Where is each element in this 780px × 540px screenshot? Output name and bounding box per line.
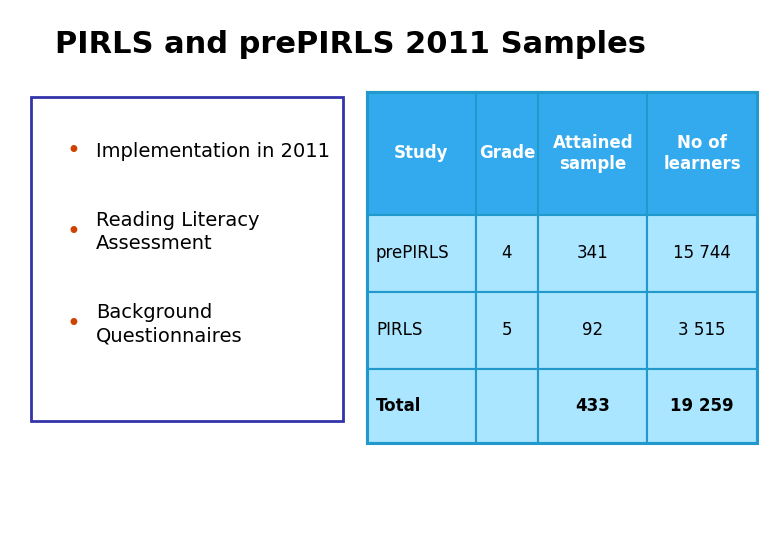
- Text: PIRLS: PIRLS: [376, 321, 422, 340]
- Text: 4: 4: [502, 244, 512, 262]
- Text: 92: 92: [582, 321, 604, 340]
- Text: Grade: Grade: [479, 144, 535, 162]
- Text: 433: 433: [576, 397, 610, 415]
- Bar: [538, 369, 647, 443]
- Bar: [647, 92, 757, 214]
- Bar: [367, 92, 476, 214]
- Bar: [476, 92, 538, 214]
- Text: 3 515: 3 515: [679, 321, 725, 340]
- Bar: [367, 292, 476, 369]
- Text: 5: 5: [502, 321, 512, 340]
- Text: 341: 341: [577, 244, 608, 262]
- Text: •: •: [66, 220, 80, 244]
- Bar: [476, 292, 538, 369]
- Bar: [538, 214, 647, 292]
- Bar: [647, 292, 757, 369]
- Text: Study: Study: [394, 144, 448, 162]
- Bar: [538, 292, 647, 369]
- Text: No of
learners: No of learners: [663, 134, 741, 173]
- Text: 15 744: 15 744: [673, 244, 731, 262]
- Bar: [647, 369, 757, 443]
- Bar: [476, 369, 538, 443]
- Bar: [367, 92, 757, 443]
- Bar: [367, 369, 476, 443]
- Bar: [647, 214, 757, 292]
- Bar: [367, 214, 476, 292]
- Text: Total: Total: [376, 397, 421, 415]
- Text: Attained
sample: Attained sample: [552, 134, 633, 173]
- Text: PIRLS and prePIRLS 2011 Samples: PIRLS and prePIRLS 2011 Samples: [55, 30, 646, 59]
- Bar: [31, 97, 343, 421]
- Text: Background
Questionnaires: Background Questionnaires: [96, 303, 243, 345]
- Bar: [476, 214, 538, 292]
- Text: 19 259: 19 259: [670, 397, 734, 415]
- Bar: [538, 92, 647, 214]
- Text: Reading Literacy
Assessment: Reading Literacy Assessment: [96, 211, 260, 253]
- Text: •: •: [66, 139, 80, 163]
- Text: Implementation in 2011: Implementation in 2011: [96, 141, 330, 161]
- Text: •: •: [66, 312, 80, 336]
- Text: prePIRLS: prePIRLS: [376, 244, 449, 262]
